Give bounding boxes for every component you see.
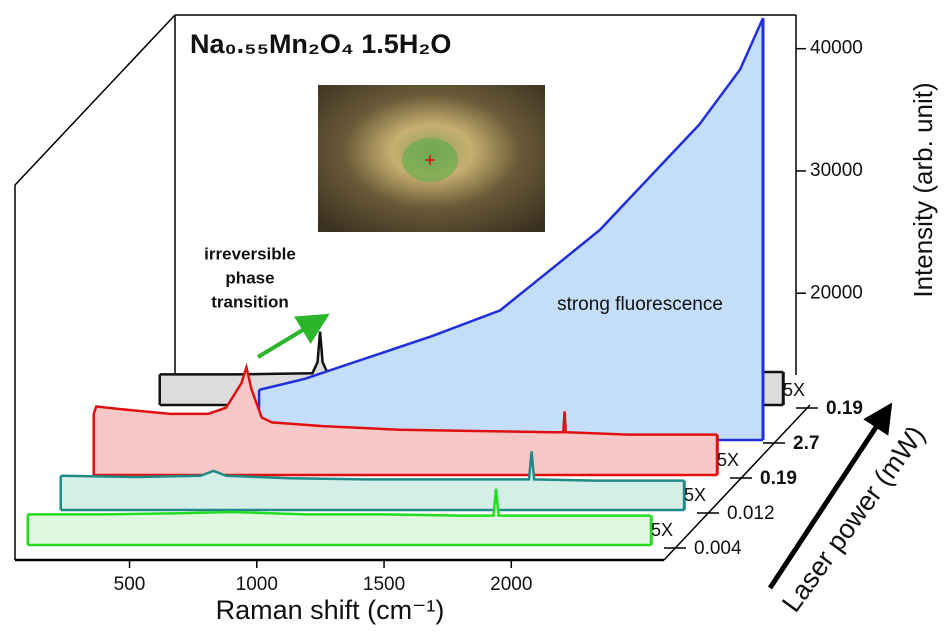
inset-photo xyxy=(318,85,545,232)
scale-label: 5X xyxy=(783,380,805,400)
y-tick-label: 30000 xyxy=(810,160,863,181)
series-label: 0.19 xyxy=(760,468,797,489)
x-tick-label: 500 xyxy=(114,574,146,595)
x-tick-label: 2000 xyxy=(490,574,532,595)
series-label: 0.012 xyxy=(727,503,775,524)
annotation: strong fluorescence xyxy=(557,294,723,315)
x-axis-label: Raman shift (cm⁻¹) xyxy=(216,595,445,625)
annotation-arrow xyxy=(258,322,316,357)
series-label: 0.004 xyxy=(694,538,742,559)
x-tick-label: 1000 xyxy=(236,574,278,595)
series-label: 0.19 xyxy=(826,398,863,419)
y-tick-label: 20000 xyxy=(810,282,863,303)
scale-label: 5X xyxy=(651,520,673,540)
x-tick-label: 1500 xyxy=(363,574,405,595)
annotation: transition xyxy=(211,292,288,311)
chart-title: Na₀.₅₅Mn₂O₄ 1.5H₂O xyxy=(190,29,451,59)
scale-label: 5X xyxy=(717,450,739,470)
y-axis-label: Intensity (arb. unit) xyxy=(908,82,938,297)
chart: Na₀.₅₅Mn₂O₄ 1.5H₂O 0.19 5X 2.7 0.19 5X 0.012 5… xyxy=(0,0,946,636)
annotation: phase xyxy=(225,268,274,287)
y-tick-label: 40000 xyxy=(810,38,863,59)
series-label: 2.7 xyxy=(793,433,819,454)
annotation: irreversible xyxy=(204,244,296,263)
scale-label: 5X xyxy=(684,485,706,505)
